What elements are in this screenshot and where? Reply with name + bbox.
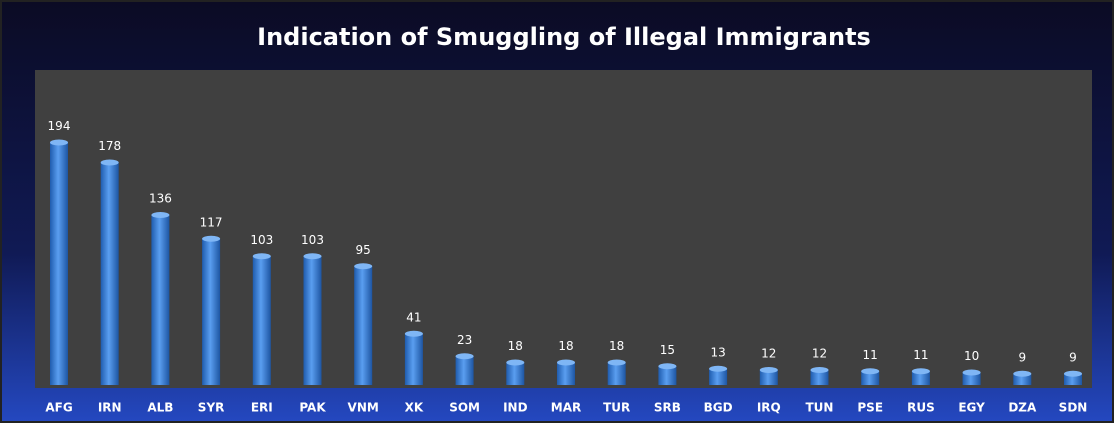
x-tick-label: SRB <box>654 401 681 415</box>
value-label: 10 <box>964 349 979 363</box>
x-tick-label: VNM <box>348 401 379 415</box>
bar <box>557 362 575 385</box>
bar-cap <box>1013 370 1032 377</box>
value-label: 18 <box>508 339 523 353</box>
bar-cap <box>303 253 322 260</box>
x-tick-label: XK <box>405 401 424 415</box>
bar-cap <box>759 367 778 373</box>
bar-cap <box>50 139 68 146</box>
x-tick-label: TUR <box>603 401 630 415</box>
bar-cap <box>100 159 119 166</box>
bar-cap <box>1064 370 1082 377</box>
value-label: 136 <box>149 192 172 206</box>
x-tick-label: IRN <box>98 401 122 415</box>
bar-cap <box>506 359 525 366</box>
bar <box>252 256 271 385</box>
x-tick-label: AFG <box>45 401 72 415</box>
bar-cap <box>354 263 373 270</box>
value-label: 9 <box>1018 350 1026 364</box>
x-tick-label: PSE <box>857 401 883 415</box>
bar <box>1064 373 1082 385</box>
bar-cap <box>252 253 271 260</box>
bar <box>658 366 677 385</box>
bar <box>50 142 68 385</box>
value-label: 18 <box>609 339 624 353</box>
value-label: 12 <box>761 347 776 361</box>
value-label: 117 <box>200 215 223 229</box>
bar-cap <box>455 353 474 360</box>
bar-cap <box>962 369 981 376</box>
bar <box>455 356 474 385</box>
bar-cap <box>404 330 423 337</box>
x-tick-label: BGD <box>704 401 733 415</box>
bar <box>151 215 170 385</box>
x-tick-label: PAK <box>299 401 326 415</box>
bar-cap <box>151 212 170 218</box>
bar <box>861 371 880 385</box>
x-tick-label: IRQ <box>757 401 781 415</box>
x-tick-label: SOM <box>449 401 480 415</box>
value-label: 11 <box>863 348 878 362</box>
value-label: 15 <box>660 343 675 357</box>
bar-cap <box>861 368 880 375</box>
x-tick-label: SYR <box>198 401 225 415</box>
value-label: 103 <box>301 233 324 247</box>
value-label: 194 <box>48 119 71 133</box>
bar-cap <box>709 365 728 372</box>
bar-cap <box>607 359 626 366</box>
bar <box>506 362 525 385</box>
value-label: 178 <box>98 139 121 153</box>
bar <box>759 370 778 385</box>
x-tick-label: DZA <box>1008 401 1037 415</box>
x-tick-label: SDN <box>1059 401 1088 415</box>
value-label: 41 <box>406 310 421 324</box>
x-tick-label: ERI <box>251 401 273 415</box>
value-label: 95 <box>356 243 371 257</box>
x-tick-label: RUS <box>907 401 935 415</box>
bar <box>911 371 930 385</box>
x-tick-label: ALB <box>147 401 173 415</box>
value-label: 11 <box>913 348 928 362</box>
value-label: 12 <box>812 347 827 361</box>
bar <box>303 256 322 385</box>
value-label: 9 <box>1069 350 1077 364</box>
x-tick-label: EGY <box>958 401 985 415</box>
bar-cap <box>911 368 930 375</box>
bar <box>1013 373 1032 385</box>
bar <box>202 238 221 385</box>
bar-cap <box>557 359 575 366</box>
chart-title: Indication of Smuggling of Illegal Immig… <box>257 23 871 51</box>
bar <box>607 362 626 385</box>
bar <box>709 368 728 385</box>
value-label: 103 <box>250 233 273 247</box>
x-tick-label: MAR <box>551 401 581 415</box>
value-label: 23 <box>457 333 472 347</box>
bar-cap <box>202 235 221 242</box>
bar-cap <box>810 367 829 373</box>
value-label: 13 <box>710 345 725 359</box>
x-tick-label: TUN <box>806 401 834 415</box>
bar <box>404 333 423 385</box>
bar <box>962 372 981 385</box>
bar <box>100 162 119 385</box>
bar-cap <box>658 363 677 370</box>
bar <box>810 370 829 385</box>
bar <box>354 266 373 385</box>
value-label: 18 <box>558 339 573 353</box>
x-tick-label: IND <box>503 401 528 415</box>
